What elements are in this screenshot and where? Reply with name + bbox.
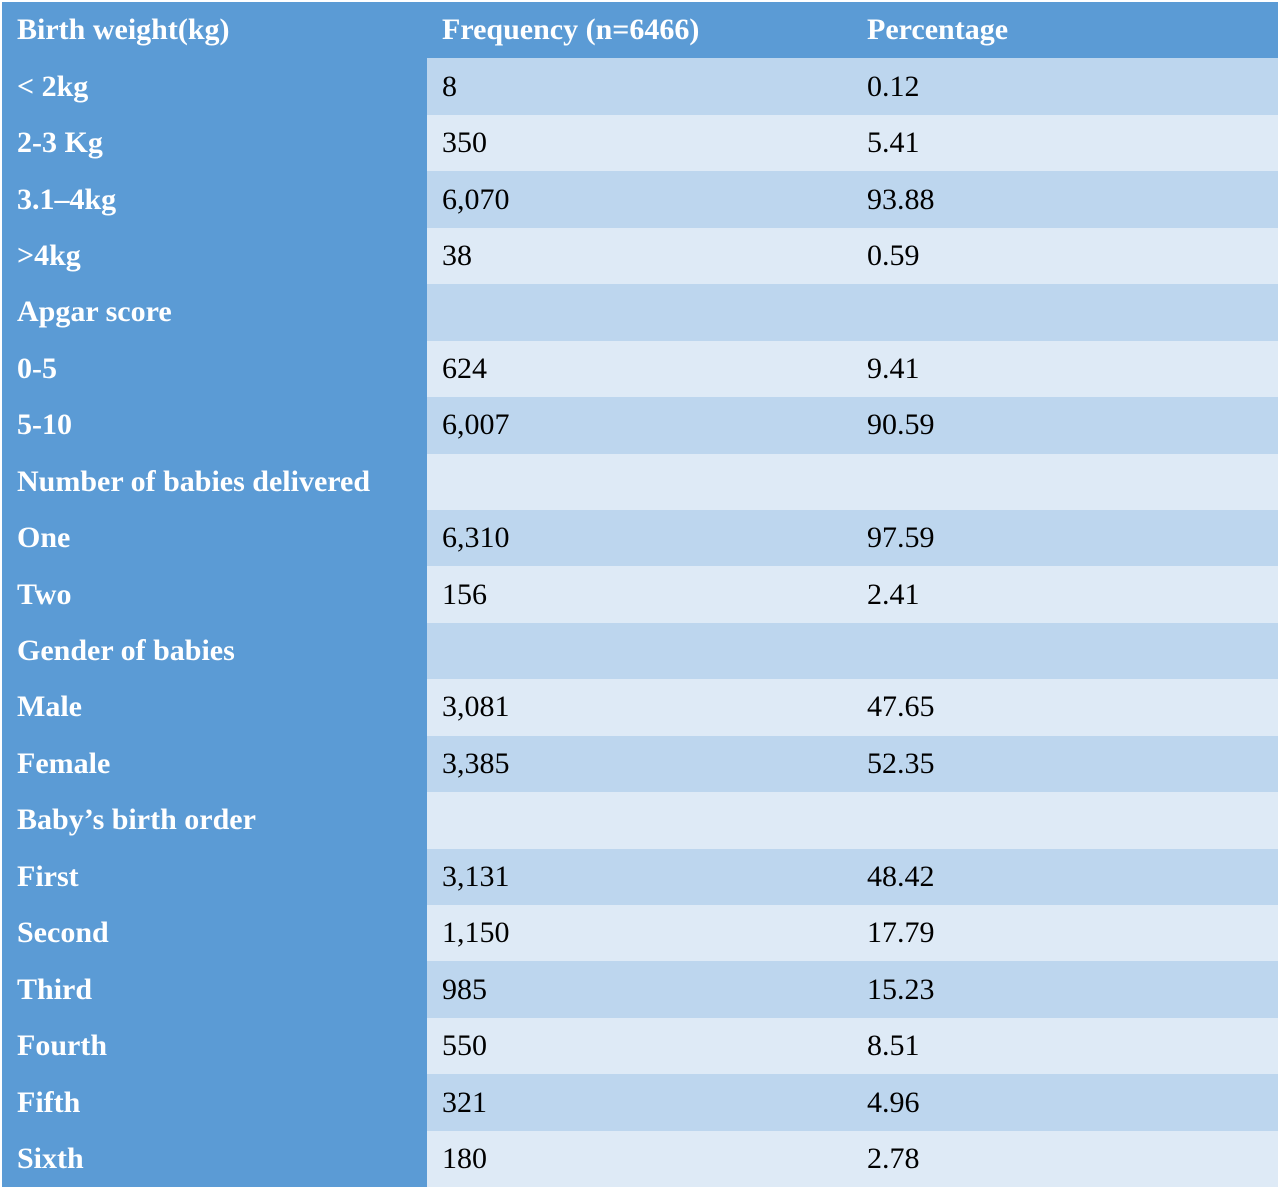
row-percentage xyxy=(852,792,1278,849)
row-frequency: 3,385 xyxy=(427,735,852,793)
row-frequency xyxy=(427,792,852,849)
row-label: Female xyxy=(2,735,427,793)
row-percentage xyxy=(852,284,1278,341)
row-frequency: 624 xyxy=(427,340,852,398)
row-frequency: 6,070 xyxy=(427,171,852,228)
row-frequency: 321 xyxy=(427,1074,852,1131)
row-frequency: 985 xyxy=(427,961,852,1018)
table-row: Number of babies delivered xyxy=(2,453,1278,510)
row-frequency: 3,081 xyxy=(427,679,852,736)
header-birth-weight: Birth weight(kg) xyxy=(2,2,427,59)
row-label: 3.1–4kg xyxy=(2,171,427,228)
row-percentage: 15.23 xyxy=(852,961,1278,1018)
row-percentage: 5.41 xyxy=(852,114,1278,172)
row-label: First xyxy=(2,848,427,905)
row-label: Gender of babies xyxy=(2,622,427,680)
row-frequency xyxy=(427,622,852,680)
table-row: 0-5 624 9.41 xyxy=(2,340,1278,398)
row-label: Male xyxy=(2,679,427,736)
row-percentage: 0.12 xyxy=(852,58,1278,115)
row-label: One xyxy=(2,509,427,567)
table-row: First 3,131 48.42 xyxy=(2,848,1278,905)
row-frequency: 6,310 xyxy=(427,509,852,567)
row-frequency xyxy=(427,453,852,510)
table-row: Apgar score xyxy=(2,284,1278,341)
table-row: >4kg 38 0.59 xyxy=(2,227,1278,285)
row-percentage: 93.88 xyxy=(852,171,1278,228)
table-body: < 2kg 8 0.12 2-3 Kg 350 5.41 3.1–4kg 6,070 93.88… xyxy=(2,58,1278,1188)
table-row: Male 3,081 47.65 xyxy=(2,679,1278,736)
row-percentage: 2.78 xyxy=(852,1130,1278,1188)
row-label: Fifth xyxy=(2,1074,427,1131)
row-percentage: 0.59 xyxy=(852,227,1278,285)
row-percentage: 48.42 xyxy=(852,848,1278,905)
row-label: < 2kg xyxy=(2,58,427,115)
row-frequency: 550 xyxy=(427,1017,852,1075)
table-header-row: Birth weight(kg) Frequency (n=6466) Perc… xyxy=(2,2,1278,59)
table-row: < 2kg 8 0.12 xyxy=(2,58,1278,115)
row-label: Sixth xyxy=(2,1130,427,1188)
table-row: Fourth 550 8.51 xyxy=(2,1017,1278,1075)
row-frequency: 1,150 xyxy=(427,905,852,962)
header-frequency: Frequency (n=6466) xyxy=(427,2,852,59)
row-frequency xyxy=(427,284,852,341)
row-percentage: 9.41 xyxy=(852,340,1278,398)
row-percentage: 17.79 xyxy=(852,905,1278,962)
row-percentage: 4.96 xyxy=(852,1074,1278,1131)
table-row: Two 156 2.41 xyxy=(2,566,1278,623)
row-label: Number of babies delivered xyxy=(2,453,427,510)
table-row: 5-10 6,007 90.59 xyxy=(2,397,1278,454)
table-row: Gender of babies xyxy=(2,622,1278,680)
row-percentage: 90.59 xyxy=(852,397,1278,454)
row-frequency: 180 xyxy=(427,1130,852,1188)
row-frequency: 6,007 xyxy=(427,397,852,454)
row-frequency: 8 xyxy=(427,58,852,115)
row-label: Baby’s birth order xyxy=(2,792,427,849)
table-row: 2-3 Kg 350 5.41 xyxy=(2,114,1278,172)
table-row: Third 985 15.23 xyxy=(2,961,1278,1018)
header-percentage: Percentage xyxy=(852,2,1278,59)
row-label: 5-10 xyxy=(2,397,427,454)
row-label: Third xyxy=(2,961,427,1018)
row-percentage xyxy=(852,622,1278,680)
row-label: 2-3 Kg xyxy=(2,114,427,172)
row-label: Fourth xyxy=(2,1017,427,1075)
table-row: Sixth 180 2.78 xyxy=(2,1130,1278,1188)
table-row: 3.1–4kg 6,070 93.88 xyxy=(2,171,1278,228)
table-row: Female 3,385 52.35 xyxy=(2,735,1278,793)
row-percentage: 97.59 xyxy=(852,509,1278,567)
row-frequency: 38 xyxy=(427,227,852,285)
row-label: Second xyxy=(2,905,427,962)
row-label: Two xyxy=(2,566,427,623)
table-row: Fifth 321 4.96 xyxy=(2,1074,1278,1131)
table-row: Second 1,150 17.79 xyxy=(2,905,1278,962)
row-label: 0-5 xyxy=(2,340,427,398)
table-row: One 6,310 97.59 xyxy=(2,509,1278,567)
row-frequency: 3,131 xyxy=(427,848,852,905)
row-percentage: 2.41 xyxy=(852,566,1278,623)
row-label: Apgar score xyxy=(2,284,427,341)
row-percentage: 52.35 xyxy=(852,735,1278,793)
table-row: Baby’s birth order xyxy=(2,792,1278,849)
row-frequency: 350 xyxy=(427,114,852,172)
row-frequency: 156 xyxy=(427,566,852,623)
row-label: >4kg xyxy=(2,227,427,285)
row-percentage: 47.65 xyxy=(852,679,1278,736)
row-percentage: 8.51 xyxy=(852,1017,1278,1075)
row-percentage xyxy=(852,453,1278,510)
